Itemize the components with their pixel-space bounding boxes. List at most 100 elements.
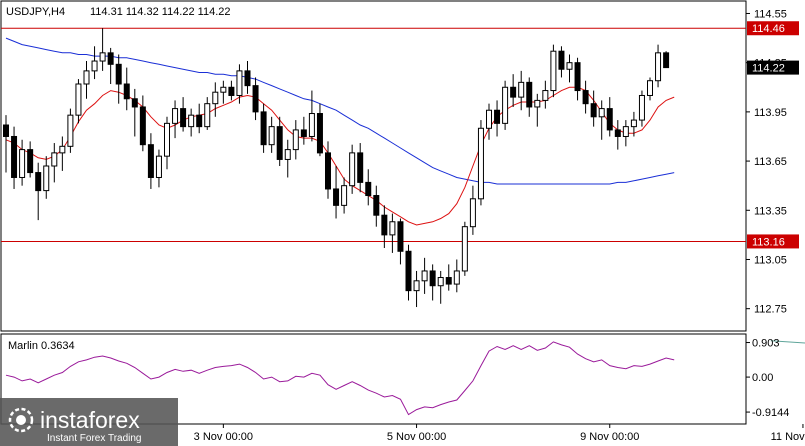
candle-body: [598, 108, 605, 118]
candle: [389, 213, 396, 253]
candle: [486, 103, 492, 140]
candle-body: [325, 152, 331, 190]
candle: [19, 139, 26, 186]
candle-body: [11, 135, 18, 178]
candle: [75, 79, 82, 124]
level-tag: [747, 234, 799, 249]
time-axis: 3 Nov 00:00 5 Nov 00:00 9 Nov 00:00 11 Nov …: [194, 424, 805, 443]
candle: [655, 44, 662, 88]
candle-body: [123, 83, 130, 100]
candle: [574, 57, 581, 101]
current-price-label: 114.22: [752, 63, 785, 75]
time-tick-label: 3 Nov 00:00: [194, 431, 253, 443]
level-tag: [747, 21, 799, 36]
level-tag-label: 114.46: [752, 23, 785, 35]
candle-body: [413, 280, 420, 292]
candle: [131, 88, 138, 137]
candle: [590, 90, 597, 127]
candle: [341, 177, 348, 214]
price-panel[interactable]: [0, 0, 747, 332]
marlin-plot-area: [5, 340, 805, 416]
marlin-tick-label: 0.00: [752, 372, 773, 384]
candle-body: [276, 126, 283, 160]
candle-body: [155, 155, 162, 178]
moving-average-fast: [5, 86, 675, 226]
candle-body: [477, 127, 484, 200]
candle: [445, 264, 452, 291]
marlin-line: [5, 341, 675, 416]
candle-body: [606, 108, 613, 131]
marlin-label: Marlin 0.3634: [8, 340, 75, 352]
watermark-box: [0, 398, 178, 446]
candle: [638, 90, 645, 127]
candle: [469, 185, 476, 235]
current-price-tag: [747, 60, 799, 75]
candle-body: [461, 226, 468, 272]
candle: [582, 80, 589, 114]
candle-body: [3, 124, 9, 137]
candle: [630, 111, 637, 137]
marlin-axis: 0.903 0.00 -0.9144: [746, 338, 789, 419]
candle: [83, 61, 90, 99]
candle: [606, 97, 613, 137]
candle: [316, 103, 323, 157]
price-tick-label: 112.75: [754, 304, 787, 316]
candle: [276, 116, 283, 166]
candle: [212, 82, 219, 117]
candle-body: [107, 52, 114, 65]
candle: [244, 61, 251, 94]
price-axis: 114.46113.16114.55114.25113.95113.65113.…: [746, 8, 799, 316]
candle: [365, 169, 372, 206]
candle: [147, 133, 154, 189]
price-tick-label: 114.55: [754, 8, 787, 20]
candle-body: [188, 114, 195, 128]
candle-body: [51, 152, 58, 167]
marlin-tick-label: -0.9144: [752, 407, 789, 419]
moving-average-slow: [5, 37, 675, 185]
candle-body: [647, 80, 653, 96]
candle-body: [542, 90, 549, 101]
candle-body: [582, 90, 589, 105]
candle: [123, 67, 130, 111]
candle: [155, 149, 162, 188]
instaforex-watermark: instaforex Instant Forex Trading: [0, 398, 178, 446]
candle: [115, 54, 122, 104]
candle: [43, 156, 50, 199]
candle-body: [308, 113, 315, 137]
candle-body: [284, 149, 291, 160]
price-tick-label: 113.65: [754, 156, 787, 168]
candle: [373, 185, 380, 227]
time-tick-label: 9 Nov 00:00: [580, 431, 639, 443]
candle-body: [75, 83, 82, 116]
candle: [188, 108, 195, 137]
candle: [349, 144, 356, 194]
candle: [99, 28, 106, 71]
watermark-tagline: Instant Forex Trading: [47, 433, 142, 444]
time-tick-label: 11 Nov 00:00: [771, 431, 805, 443]
candle-body: [437, 277, 444, 287]
candle-body: [268, 126, 275, 146]
candle: [534, 93, 541, 127]
candle-body: [260, 111, 267, 146]
candle-body: [405, 250, 412, 292]
candle-body: [429, 270, 436, 287]
candle-body: [212, 91, 219, 105]
candle-body: [341, 185, 348, 206]
candle: [236, 64, 243, 104]
candle: [453, 259, 460, 293]
candle-body: [300, 129, 307, 137]
candle-body: [220, 86, 227, 93]
candle-body: [534, 99, 541, 108]
candle-body: [421, 270, 428, 282]
candle: [164, 116, 170, 170]
candle-body: [164, 122, 170, 157]
candle: [647, 77, 653, 101]
candle: [461, 221, 468, 276]
candle-body: [365, 181, 372, 197]
candle: [614, 120, 621, 150]
candle-body: [99, 52, 106, 62]
candle-body: [622, 126, 629, 137]
candle-body: [453, 270, 460, 285]
candle-body: [147, 144, 154, 178]
